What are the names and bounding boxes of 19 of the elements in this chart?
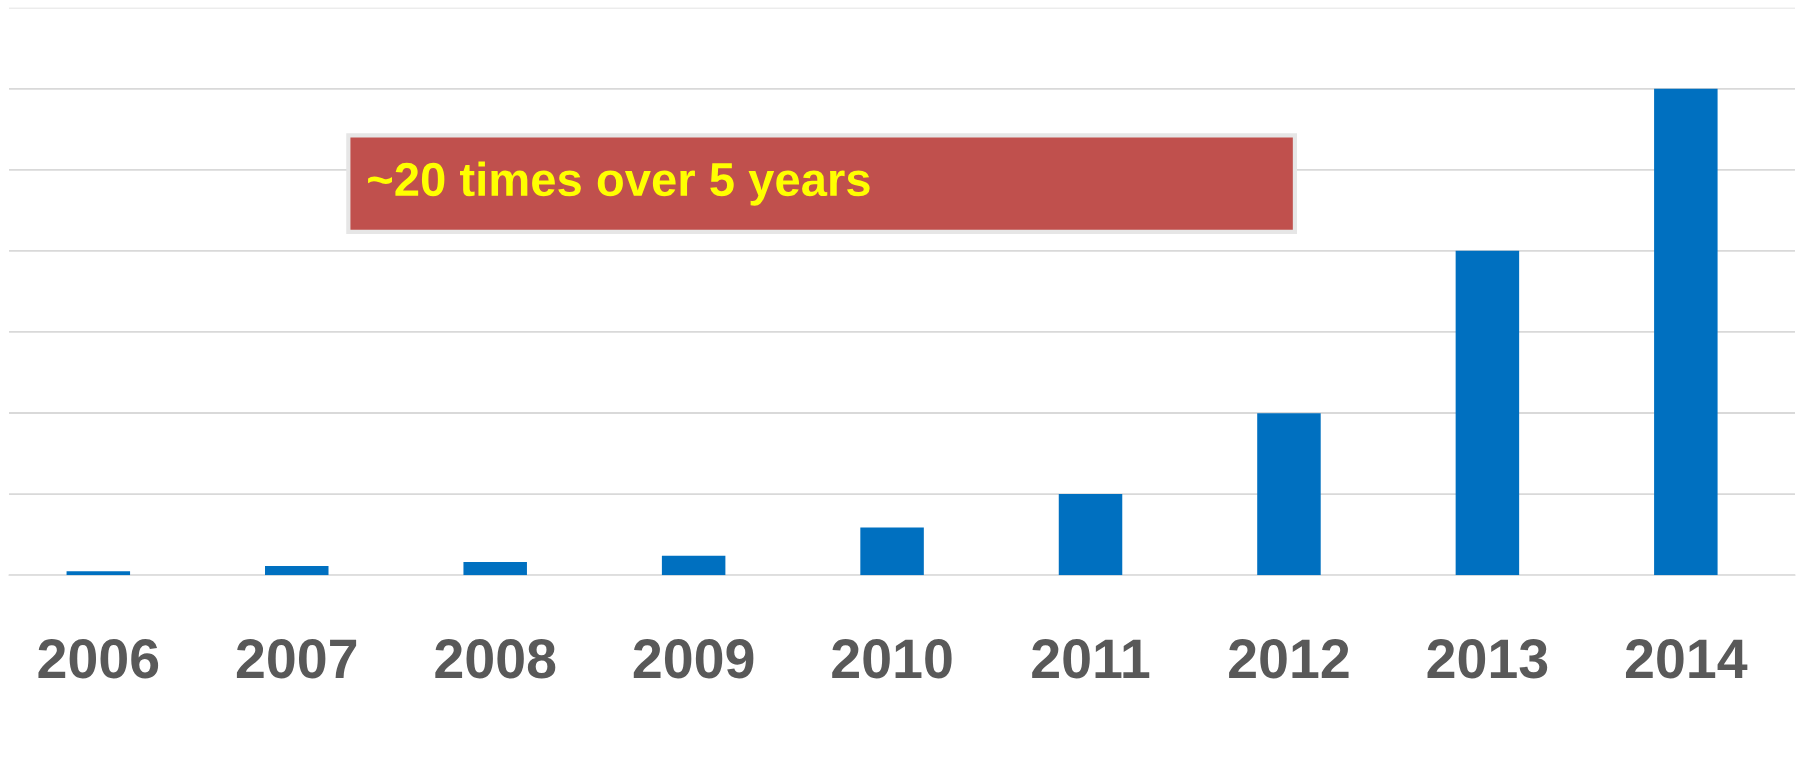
x-tick-label: 2009	[633, 639, 754, 679]
x-tick-label: 2012	[1229, 639, 1349, 679]
x-tick-label: 2007	[236, 639, 357, 679]
bar	[1058, 493, 1123, 576]
bar	[463, 562, 527, 576]
x-tick-label: 2008	[435, 639, 556, 679]
bar	[1455, 250, 1520, 576]
bar	[860, 527, 924, 576]
x-tick-label: 2014	[1625, 639, 1748, 679]
bar	[1654, 88, 1718, 576]
x-tick-label: 2010	[832, 639, 952, 679]
x-tick-label: 2011	[1032, 639, 1150, 679]
bar	[66, 571, 131, 576]
x-tick-label: 2013	[1427, 639, 1548, 679]
annotation: ~20 times over 5 years	[368, 161, 870, 206]
bar	[1257, 413, 1321, 576]
bar	[661, 555, 726, 576]
bar	[265, 565, 329, 576]
x-tick-label: 2006	[38, 639, 159, 679]
